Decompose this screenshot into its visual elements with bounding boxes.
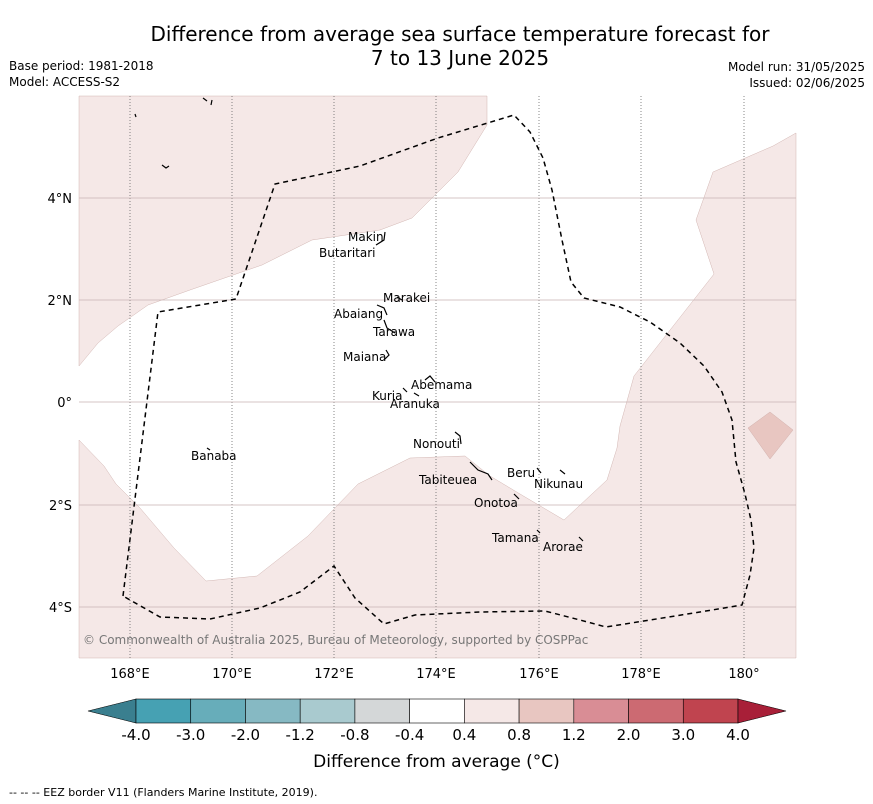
island-shape-nw1 [134, 113, 137, 118]
colorbar-segment [518, 698, 575, 724]
latitude-tick-labels: 4°N 2°N 0° 2°S 4°S [48, 192, 73, 616]
label-onotoa: Onotoa [474, 496, 518, 510]
island-shape-nonouti [454, 431, 462, 445]
label-tabiteuea: Tabiteuea [418, 473, 477, 487]
colorbar-extend-high [737, 698, 787, 724]
meta-left: Base period: 1981-2018 Model: ACCESS-S2 [9, 58, 154, 90]
colorbar-segments [135, 698, 739, 724]
label-tamana: Tamana [491, 531, 539, 545]
colorbar-segment [464, 698, 520, 724]
colorbar-segment [135, 698, 192, 724]
colorbar-segment [409, 698, 465, 724]
colorbar-segment [299, 698, 356, 724]
colorbar-tick-label: 2.0 [617, 726, 641, 744]
island-shape-tarawa [383, 319, 396, 334]
colorbar-tick-label: 0.4 [452, 726, 476, 744]
label-butaritari: Butaritari [319, 246, 376, 260]
label-makin: Makin [348, 230, 384, 244]
colorbar-extend-low [87, 698, 137, 724]
anomaly-region-0.8-1.2 [747, 411, 794, 460]
tick-2n: 2°N [48, 294, 73, 309]
chart-title: Difference from average sea surface temp… [0, 22, 873, 70]
colorbar-tick-label: -2.0 [231, 726, 260, 744]
anomaly-area-north [78, 95, 488, 367]
colorbar-tick-label: 4.0 [726, 726, 750, 744]
tick-178e: 178°E [621, 667, 661, 682]
anomaly-area-south [78, 132, 797, 659]
island-shape-onotoa [513, 493, 520, 500]
meta-right: Model run: 31/05/2025 Issued: 02/06/2025 [728, 59, 865, 91]
tick-180: 180° [728, 667, 759, 682]
colorbar-segment [682, 698, 739, 724]
model-name: Model: ACCESS-S2 [9, 75, 121, 89]
label-arorae: Arorae [543, 540, 583, 554]
eez-legend-note: -- -- -- EEZ border V11 (Flanders Marine… [9, 786, 318, 799]
colorbar-tick-label: -3.0 [176, 726, 205, 744]
tick-172e: 172°E [314, 667, 354, 682]
island-shape-abemama [424, 375, 436, 383]
island-shape-abaiang [376, 304, 388, 316]
tick-170e: 170°E [212, 667, 252, 682]
title-line-1: Difference from average sea surface temp… [150, 22, 770, 46]
label-maiana: Maiana [343, 350, 386, 364]
colorbar-segment [354, 698, 410, 724]
island-shape-banaba [206, 447, 211, 451]
island-shape-nw3 [161, 164, 170, 169]
island-shape-tamana [536, 529, 584, 542]
longitude-tick-labels: 168°E 170°E 172°E 174°E 176°E 178°E 180° [110, 667, 759, 682]
copyright-notice: © Commonwealth of Australia 2025, Bureau… [83, 633, 588, 647]
label-nonouti: Nonouti [413, 437, 460, 451]
island-shape-marakei [396, 296, 403, 301]
issued-date: Issued: 02/06/2025 [749, 76, 865, 90]
label-banaba: Banaba [191, 449, 237, 463]
colorbar-tick-label: 3.0 [671, 726, 695, 744]
eez-border [122, 114, 755, 628]
tick-174e: 174°E [416, 667, 456, 682]
island-shape-maiana [384, 349, 390, 360]
colorbar-tick-label: -1.2 [286, 726, 315, 744]
colorbar: -4.0 -3.0 -2.0 -1.2 -0.8 -0.4 0.4 0.8 1.2 2.0 3.0 4… [87, 698, 787, 744]
tick-4s: 4°S [49, 601, 72, 616]
title-line-2: 7 to 13 June 2025 [370, 46, 550, 70]
island-labels: Makin Butaritari Marakei Abaiang Tarawa … [191, 230, 583, 554]
label-aranuka: Aranuka [390, 397, 440, 411]
colorbar-tick-label: -4.0 [121, 726, 150, 744]
island-shape-nw2 [202, 97, 213, 106]
anomaly-region-0.4-0.8 [78, 95, 797, 659]
model-run: Model run: 31/05/2025 [727, 60, 865, 74]
island-shape-tabiteuea [469, 461, 493, 481]
island-shape-beru [536, 467, 566, 475]
tick-168e: 168°E [110, 667, 150, 682]
label-beru: Beru [507, 466, 535, 480]
colorbar-segment [573, 698, 629, 724]
tick-2s: 2°S [49, 499, 72, 514]
tick-0: 0° [57, 396, 72, 411]
colorbar-segment [628, 698, 684, 724]
label-nikunau: Nikunau [534, 477, 583, 491]
colorbar-title: Difference from average (°C) [313, 752, 560, 772]
island-shape-makin [375, 231, 386, 246]
latitude-gridlines [79, 197, 796, 608]
label-marakei: Marakei [383, 291, 430, 305]
colorbar-tick-label: 1.2 [562, 726, 586, 744]
colorbar-tick-label: -0.8 [340, 726, 369, 744]
colorbar-tick-label: 0.8 [507, 726, 531, 744]
island-outlines [134, 97, 584, 542]
colorbar-tick-label: -0.4 [395, 726, 424, 744]
colorbar-segment [190, 698, 246, 724]
label-kuria: Kuria [372, 389, 403, 403]
longitude-gridlines [129, 96, 745, 658]
label-abaiang: Abaiang [334, 307, 383, 321]
colorbar-labels: -4.0 -3.0 -2.0 -1.2 -0.8 -0.4 0.4 0.8 1.2 2.0 3.0 4… [121, 726, 750, 744]
tick-176e: 176°E [519, 667, 559, 682]
colorbar-segment [245, 698, 301, 724]
label-tarawa: Tarawa [372, 325, 415, 339]
island-shape-kuria [402, 387, 420, 397]
tick-4n: 4°N [48, 192, 73, 207]
base-period: Base period: 1981-2018 [9, 59, 154, 73]
label-abemama: Abemama [411, 378, 472, 392]
